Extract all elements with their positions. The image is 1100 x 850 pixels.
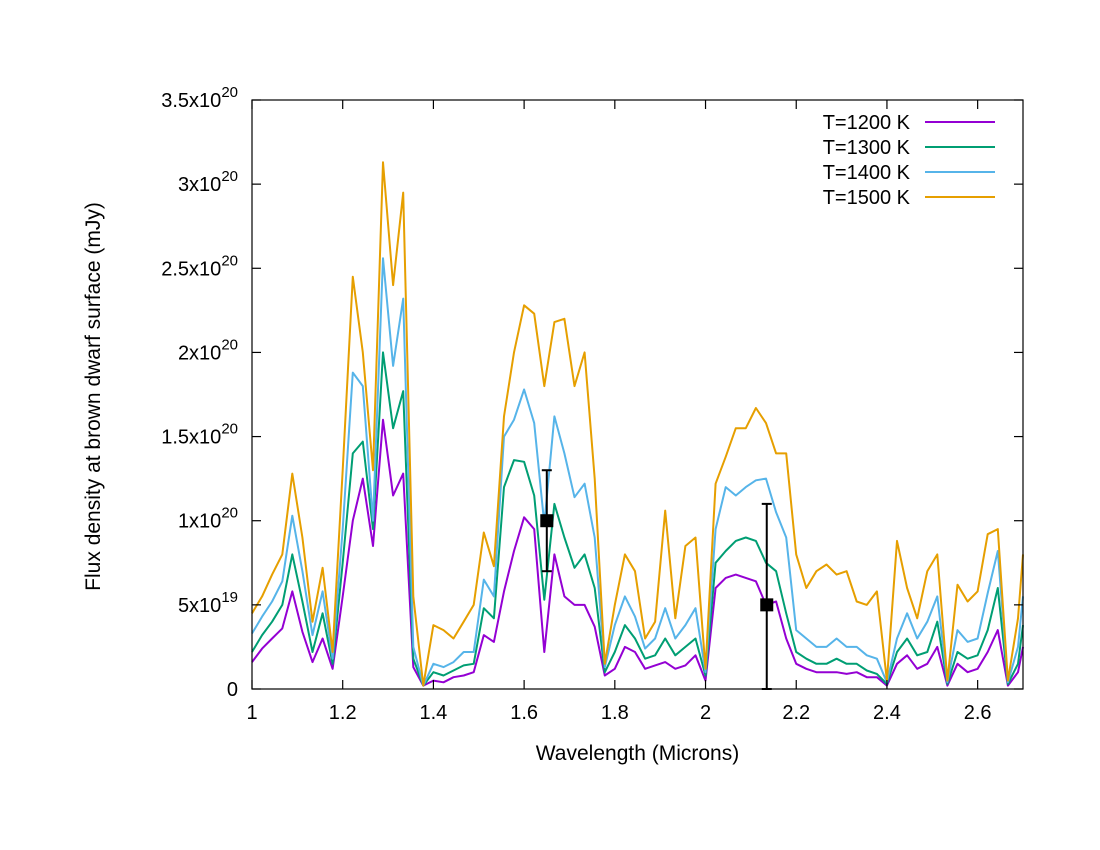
legend-label-2: T=1300 K: [823, 137, 911, 159]
x-axis-label: Wavelength (Microns): [536, 742, 739, 765]
y-tick-label: 0: [227, 679, 238, 701]
y-tick-label: 2x1020: [178, 336, 238, 364]
y-tick-exponent: 20: [221, 421, 238, 438]
y-tick-mantissa: 3.5x10: [161, 90, 221, 112]
series-layer: [251, 161, 1024, 687]
ticks-layer: 1 1.2 1.4 1.6 1.8 2 2.2 2.4 2.605x10191x10201.5x…: [161, 84, 1023, 724]
y-tick-label: 2.5x1020: [161, 252, 238, 280]
series-line-3: [251, 257, 1024, 687]
y-tick-mantissa: 0: [227, 679, 238, 701]
plot-frame: [251, 99, 1024, 690]
x-tick-label: 2.2: [782, 702, 810, 724]
x-tick-label: 1.4: [420, 702, 448, 724]
y-tick-label: 1.5x1020: [161, 421, 238, 449]
y-tick-exponent: 20: [221, 168, 238, 185]
x-tick-label: 1.8: [601, 702, 629, 724]
series-line-1: [251, 418, 1024, 687]
y-tick-mantissa: 2x10: [178, 342, 221, 364]
y-tick-exponent: 20: [221, 505, 238, 522]
observation-point-2: [760, 598, 774, 612]
observation-point-1: [540, 514, 554, 528]
legend-label-1: T=1200 K: [823, 112, 911, 134]
y-tick-exponent: 19: [221, 589, 238, 606]
x-tick-label: 1.6: [510, 702, 538, 724]
x-tick-label: 2: [700, 702, 711, 724]
series-line-2: [251, 351, 1024, 687]
y-tick-exponent: 20: [221, 84, 238, 101]
y-tick-exponent: 20: [221, 252, 238, 269]
y-tick-label: 1x1020: [178, 505, 238, 533]
series-line-4: [251, 161, 1024, 687]
observations-layer: [540, 469, 774, 690]
x-tick-label: 2.6: [964, 702, 992, 724]
y-tick-mantissa: 3x10: [178, 174, 221, 196]
y-tick-exponent: 20: [221, 336, 238, 353]
y-tick-mantissa: 5x10: [178, 595, 221, 617]
y-axis-label: Flux density at brown dwarf surface (mJy…: [82, 202, 105, 591]
y-tick-label: 5x1019: [178, 589, 238, 617]
y-tick-label: 3.5x1020: [161, 84, 238, 112]
y-tick-mantissa: 1.5x10: [161, 427, 221, 449]
y-tick-label: 3x1020: [178, 168, 238, 196]
legend: T=1200 K T=1300 K T=1400 K T=1500 K: [823, 112, 995, 209]
legend-label-3: T=1400 K: [823, 162, 911, 184]
legend-label-4: T=1500 K: [823, 187, 911, 209]
x-tick-label: 2.4: [873, 702, 901, 724]
x-tick-label: 1.2: [329, 702, 357, 724]
x-tick-label: 1: [246, 702, 257, 724]
y-tick-mantissa: 1x10: [178, 511, 221, 533]
y-tick-mantissa: 2.5x10: [161, 258, 221, 280]
